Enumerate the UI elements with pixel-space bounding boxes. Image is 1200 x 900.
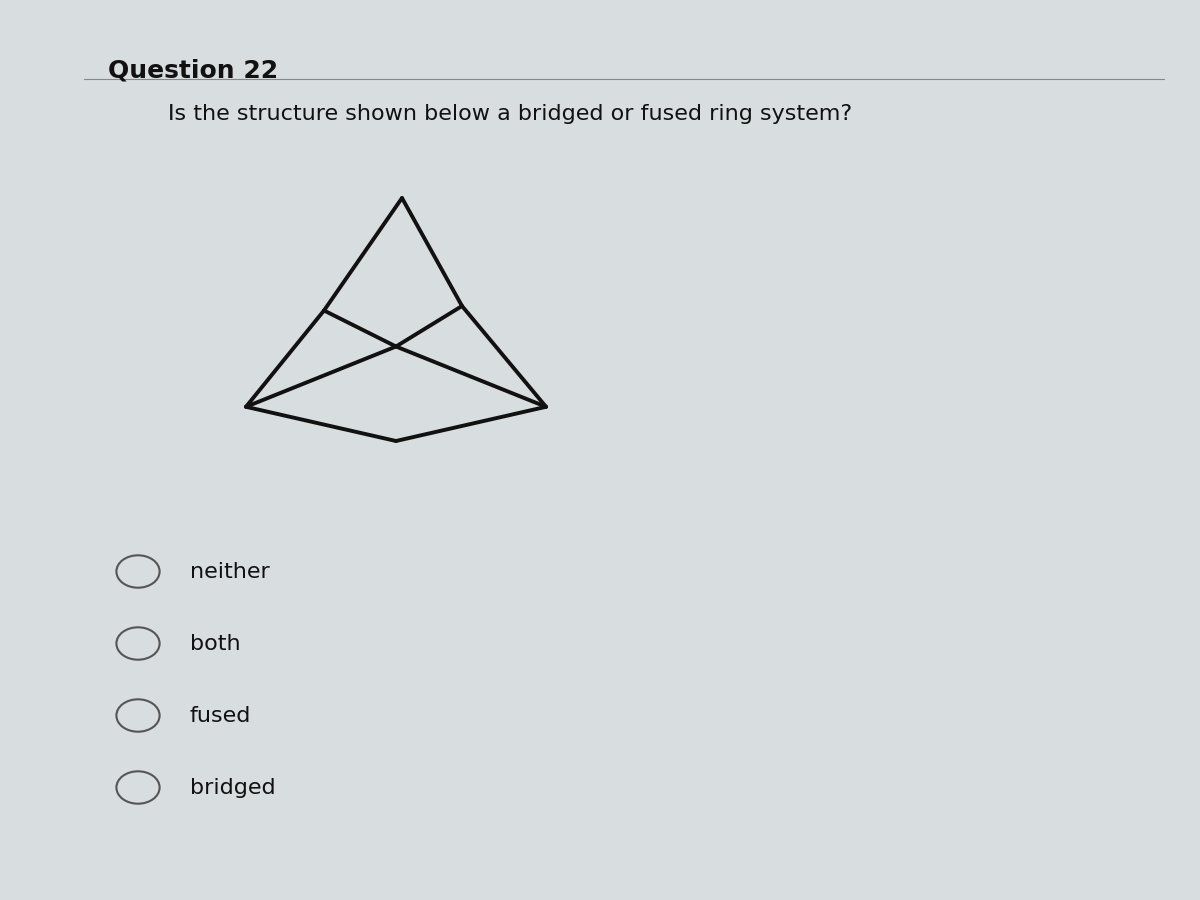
Text: bridged: bridged [190,778,275,797]
Text: fused: fused [190,706,251,725]
Text: Question 22: Question 22 [108,58,278,83]
Text: neither: neither [190,562,269,581]
Text: both: both [190,634,240,653]
Text: Is the structure shown below a bridged or fused ring system?: Is the structure shown below a bridged o… [168,104,852,123]
